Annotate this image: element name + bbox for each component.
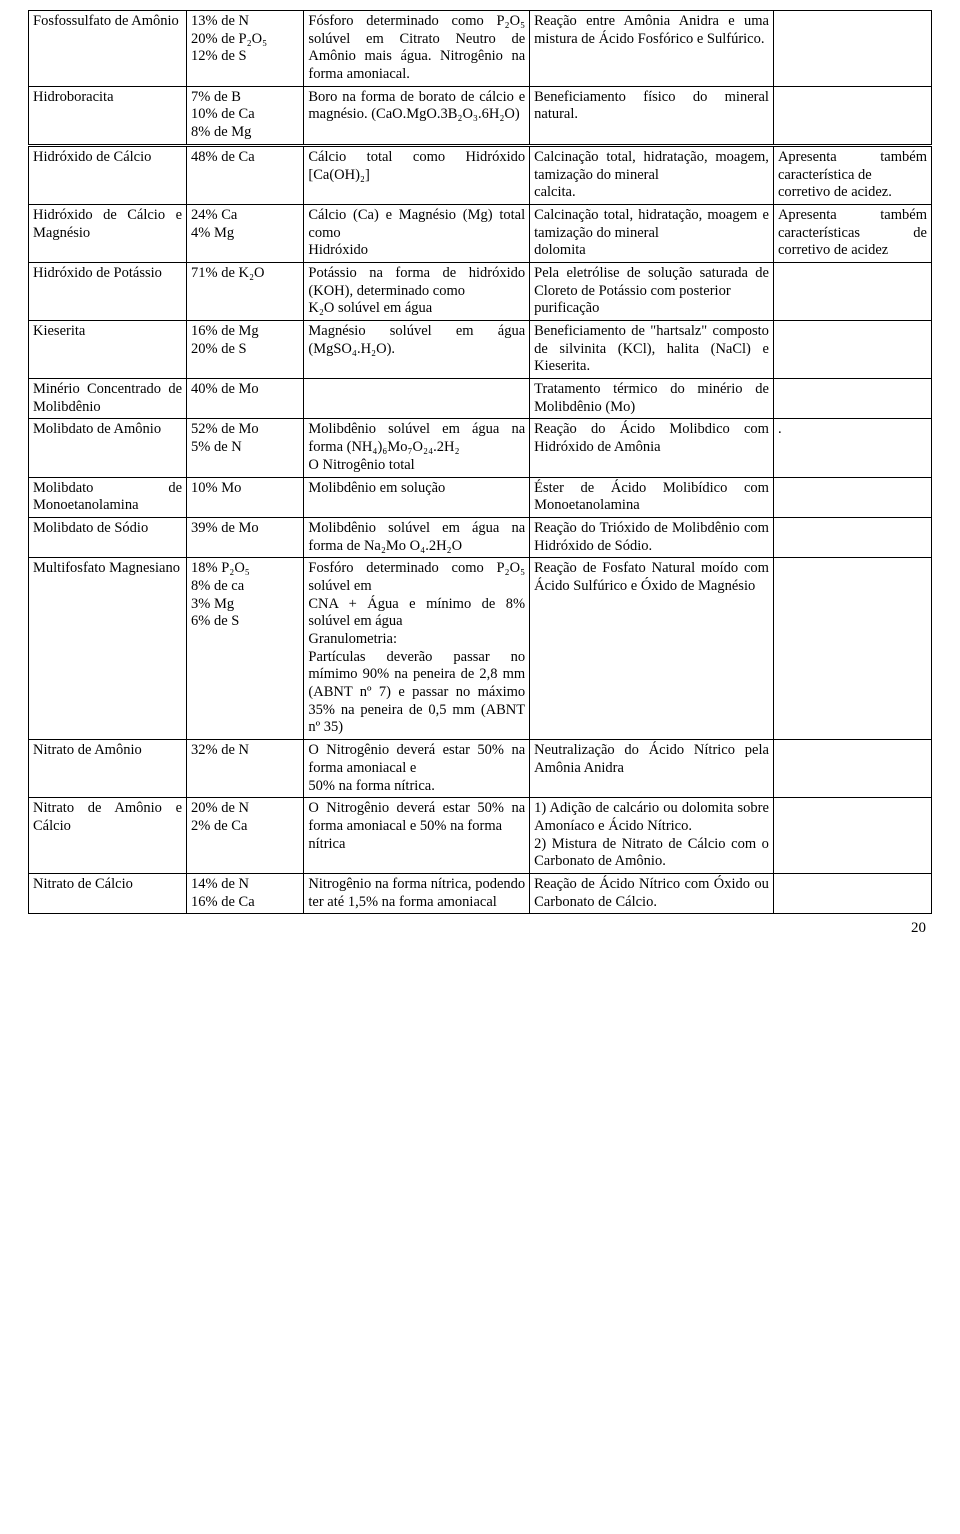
table-cell: Reação de Fosfato Natural moído com Ácid…: [530, 558, 774, 740]
table-cell: Reação do Ácido Molibdico com Hidróxido …: [530, 419, 774, 477]
table-cell: 32% de N: [187, 740, 304, 798]
table-cell: 40% de Mo: [187, 379, 304, 419]
table-cell: Molibdênio solúvel em água na forma (NH₄…: [304, 419, 530, 477]
table-cell: [773, 740, 931, 798]
table-cell: Éster de Ácido Molibídico com Monoetanol…: [530, 477, 774, 517]
table-row: Fosfossulfato de Amônio13% de N20% de P₂…: [29, 11, 932, 87]
table-cell: 14% de N16% de Ca: [187, 873, 304, 913]
table-cell: Hidróxido de Cálcio: [29, 145, 187, 204]
page-number: 20: [28, 920, 932, 937]
table-cell: O Nitrogênio deverá estar 50% na forma a…: [304, 798, 530, 874]
table-cell: Magnésio solúvel em água (MgSO₄.H₂O).: [304, 321, 530, 379]
table-cell: Tratamento térmico do minério de Molibdê…: [530, 379, 774, 419]
table-row: Molibdato de Amônio52% de Mo5% de NMolib…: [29, 419, 932, 477]
table-cell: Nitrato de Amônio: [29, 740, 187, 798]
table-cell: [773, 379, 931, 419]
table-row: Nitrato de Amônio e Cálcio20% de N2% de …: [29, 798, 932, 874]
table-cell: Cálcio total como Hidróxido [Ca(OH)₂]: [304, 145, 530, 204]
table-cell: [773, 321, 931, 379]
table-cell: Calcinação total, hidratação, moagem e t…: [530, 204, 774, 262]
table-cell: [773, 11, 931, 87]
table-row: Hidroboracita7% de B10% de Ca8% de MgBor…: [29, 86, 932, 145]
table-cell: Beneficiamento físico do mineral natural…: [530, 86, 774, 145]
table-cell: [773, 262, 931, 320]
table-cell: Molibdênio solúvel em água na forma de N…: [304, 517, 530, 557]
table-cell: .: [773, 419, 931, 477]
table-cell: 71% de K₂O: [187, 262, 304, 320]
fertilizer-table: Fosfossulfato de Amônio13% de N20% de P₂…: [28, 10, 932, 914]
table-cell: Hidróxido de Cálcio e Magnésio: [29, 204, 187, 262]
table-cell: Boro na forma de borato de cálcio e magn…: [304, 86, 530, 145]
table-cell: Molibdato de Monoetanolamina: [29, 477, 187, 517]
table-row: Molibdato de Monoetanolamina10% MoMolibd…: [29, 477, 932, 517]
table-cell: Molibdênio em solução: [304, 477, 530, 517]
table-cell: Pela eletrólise de solução saturada de C…: [530, 262, 774, 320]
table-row: Molibdato de Sódio39% de MoMolibdênio so…: [29, 517, 932, 557]
table-row: Multifosfato Magnesiano18% P₂O₅8% de ca3…: [29, 558, 932, 740]
table-cell: Fósforo determinado como P₂O₅ solúvel em…: [304, 11, 530, 87]
table-cell: [773, 86, 931, 145]
table-cell: [773, 477, 931, 517]
table-cell: 10% Mo: [187, 477, 304, 517]
table-cell: Nitrogênio na forma nítrica, podendo ter…: [304, 873, 530, 913]
table-cell: Fosfóro determinado como P₂O₅ solúvel em…: [304, 558, 530, 740]
table-cell: Nitrato de Cálcio: [29, 873, 187, 913]
table-row: Kieserita16% de Mg20% de SMagnésio solúv…: [29, 321, 932, 379]
table-cell: 1) Adição de calcário ou dolomita sobre …: [530, 798, 774, 874]
table-cell: [773, 517, 931, 557]
table-cell: Cálcio (Ca) e Magnésio (Mg) total como H…: [304, 204, 530, 262]
table-cell: Multifosfato Magnesiano: [29, 558, 187, 740]
table-cell: [773, 873, 931, 913]
table-row: Nitrato de Amônio32% de NO Nitrogênio de…: [29, 740, 932, 798]
table-cell: Reação entre Amônia Anidra e uma mistura…: [530, 11, 774, 87]
table-cell: 52% de Mo5% de N: [187, 419, 304, 477]
table-row: Hidróxido de Potássio71% de K₂OPotássio …: [29, 262, 932, 320]
table-cell: Hidroboracita: [29, 86, 187, 145]
table-cell: Neutralização do Ácido Nítrico pela Amôn…: [530, 740, 774, 798]
table-cell: Molibdato de Amônio: [29, 419, 187, 477]
table-cell: 7% de B10% de Ca8% de Mg: [187, 86, 304, 145]
table-cell: [773, 558, 931, 740]
table-cell: Kieserita: [29, 321, 187, 379]
table-cell: O Nitrogênio deverá estar 50% na forma a…: [304, 740, 530, 798]
table-cell: Potássio na forma de hidróxido (KOH), de…: [304, 262, 530, 320]
table-cell: 39% de Mo: [187, 517, 304, 557]
table-row: Hidróxido de Cálcio48% de CaCálcio total…: [29, 145, 932, 204]
table-cell: Molibdato de Sódio: [29, 517, 187, 557]
table-cell: Fosfossulfato de Amônio: [29, 11, 187, 87]
table-cell: 24% Ca4% Mg: [187, 204, 304, 262]
table-cell: 20% de N2% de Ca: [187, 798, 304, 874]
table-row: Nitrato de Cálcio14% de N16% de CaNitrog…: [29, 873, 932, 913]
table-cell: 16% de Mg20% de S: [187, 321, 304, 379]
table-cell: Nitrato de Amônio e Cálcio: [29, 798, 187, 874]
table-cell: 18% P₂O₅8% de ca3% Mg6% de S: [187, 558, 304, 740]
table-cell: [304, 379, 530, 419]
table-cell: Beneficiamento de "hartsalz" composto de…: [530, 321, 774, 379]
table-cell: [773, 798, 931, 874]
table-cell: Apresenta também característica de corre…: [773, 145, 931, 204]
table-cell: Reação de Ácido Nítrico com Óxido ou Car…: [530, 873, 774, 913]
table-cell: Reação do Trióxido de Molibdênio com Hid…: [530, 517, 774, 557]
table-row: Hidróxido de Cálcio e Magnésio24% Ca4% M…: [29, 204, 932, 262]
table-cell: Hidróxido de Potássio: [29, 262, 187, 320]
table-cell: 48% de Ca: [187, 145, 304, 204]
table-cell: 13% de N20% de P₂O₅12% de S: [187, 11, 304, 87]
table-cell: Minério Concentrado de Molibdênio: [29, 379, 187, 419]
table-cell: Apresenta também características de corr…: [773, 204, 931, 262]
table-row: Minério Concentrado de Molibdênio40% de …: [29, 379, 932, 419]
table-cell: Calcinação total, hidratação, moagem, ta…: [530, 145, 774, 204]
